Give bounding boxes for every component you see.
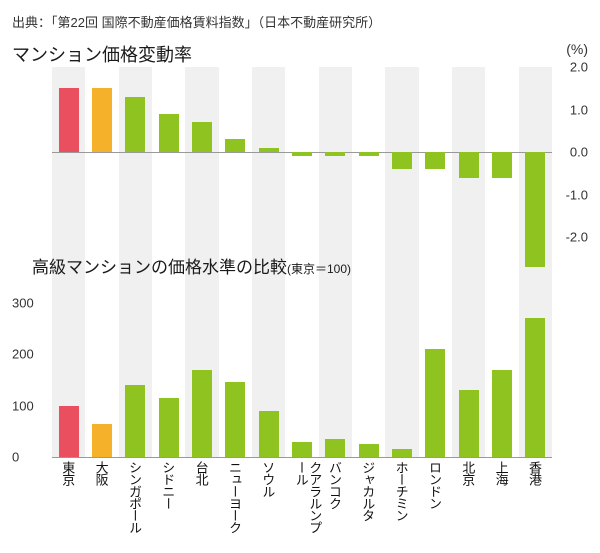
category-label: 東京 (61, 461, 75, 485)
bottom-bar (525, 318, 545, 457)
category-label: 香港 (527, 461, 541, 485)
bottom-bar (192, 370, 212, 457)
bottom-title-text: 高級マンションの価格水準の比較 (32, 258, 287, 277)
bottom-bar (59, 406, 79, 457)
y-tick-right: 0.0 (570, 145, 588, 160)
bottom-bar (459, 390, 479, 457)
top-bar (159, 114, 179, 152)
top-bar (59, 88, 79, 152)
bottom-bar (325, 439, 345, 457)
category-label: ジャカルタ (361, 461, 375, 521)
bottom-chart-title: 高級マンションの価格水準の比較(東京＝100) (32, 253, 351, 278)
category-label: シドニー (161, 461, 175, 509)
bottom-zero-line (52, 457, 552, 458)
top-bar (425, 152, 445, 169)
category-label: ソウル (261, 461, 275, 497)
y-tick-right: -2.0 (566, 230, 588, 245)
top-bar (525, 152, 545, 267)
top-bar (92, 88, 112, 152)
category-label: ロンドン (427, 461, 441, 509)
y-tick-right: 2.0 (570, 60, 588, 75)
bottom-bar (225, 382, 245, 457)
top-bar (259, 148, 279, 152)
y-tick-left: 300 (12, 295, 34, 310)
y-tick-left: 200 (12, 347, 34, 362)
bg-stripe (385, 67, 418, 457)
category-label: 北京 (461, 461, 475, 485)
y-tick-right: 1.0 (570, 102, 588, 117)
bottom-bar (259, 411, 279, 457)
bottom-bar (125, 385, 145, 457)
category-label: クアラルンプール (294, 461, 321, 541)
bottom-bar (392, 449, 412, 457)
y-tick-left: 100 (12, 398, 34, 413)
category-label: ニューヨーク (227, 461, 241, 533)
category-label: 上海 (494, 461, 508, 485)
category-label: 大阪 (94, 461, 108, 485)
bottom-bar (92, 424, 112, 457)
y-tick-right: -1.0 (566, 187, 588, 202)
top-chart-unit: (%) (566, 41, 588, 57)
top-bar (459, 152, 479, 178)
source-text: 出典：「第22回 国際不動産価格賃料指数」（日本不動産研究所） (12, 12, 588, 31)
bottom-bar (359, 444, 379, 457)
category-label: シンガポール (127, 461, 141, 533)
bottom-bar (425, 349, 445, 457)
top-bar (325, 152, 345, 156)
top-bar (292, 152, 312, 156)
top-bar (225, 139, 245, 152)
bottom-bar (159, 398, 179, 457)
top-bar (125, 97, 145, 152)
category-label: バンコク (327, 461, 341, 509)
top-bar (492, 152, 512, 178)
top-bar (392, 152, 412, 169)
top-bar (192, 122, 212, 152)
category-label: ホーチミン (394, 461, 408, 521)
top-bar (359, 152, 379, 156)
category-label: 台北 (194, 461, 208, 485)
bottom-bar (292, 442, 312, 457)
bottom-bar (492, 370, 512, 457)
chart-container: マンション価格変動率 (%) 高級マンションの価格水準の比較(東京＝100) 2… (12, 41, 588, 541)
y-tick-left: 0 (12, 450, 19, 465)
top-chart-title: マンション価格変動率 (12, 41, 192, 67)
bottom-title-note: (東京＝100) (287, 262, 351, 276)
